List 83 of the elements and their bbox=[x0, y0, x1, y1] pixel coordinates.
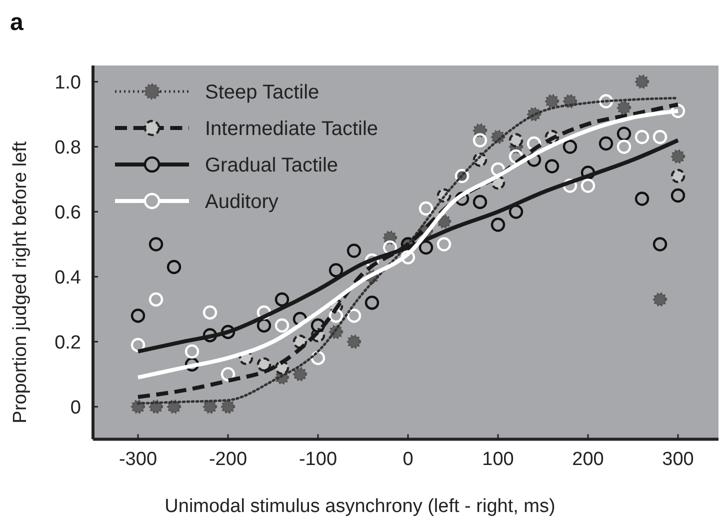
point bbox=[508, 149, 524, 164]
point bbox=[256, 357, 272, 372]
point bbox=[508, 204, 524, 219]
point bbox=[634, 130, 650, 144]
legend-label: Gradual Tactile bbox=[205, 154, 338, 176]
point bbox=[310, 350, 326, 366]
x-tick-label: -200 bbox=[208, 449, 248, 470]
x-tick-label: 200 bbox=[572, 449, 604, 470]
point bbox=[274, 292, 290, 307]
point bbox=[526, 152, 542, 167]
x-tick-label: 300 bbox=[662, 449, 694, 470]
point bbox=[598, 136, 614, 151]
point bbox=[652, 292, 668, 307]
y-tick-label: 1.0 bbox=[54, 72, 81, 94]
point bbox=[364, 253, 380, 268]
point bbox=[652, 130, 668, 144]
x-axis-title: Unimodal stimulus asynchrony (left - right, ms) bbox=[164, 496, 556, 517]
point bbox=[616, 100, 632, 115]
point bbox=[346, 308, 362, 323]
point bbox=[148, 237, 164, 252]
point bbox=[526, 136, 542, 151]
point bbox=[328, 263, 344, 278]
point bbox=[598, 94, 614, 108]
legend-label: Intermediate Tactile bbox=[205, 118, 378, 140]
point bbox=[634, 74, 650, 89]
point bbox=[490, 218, 506, 232]
x-tick-label: 100 bbox=[482, 449, 514, 470]
point bbox=[562, 140, 578, 154]
point bbox=[292, 367, 308, 382]
x-tick-label: -100 bbox=[298, 449, 338, 470]
point bbox=[562, 178, 578, 193]
y-tick-label: 0.2 bbox=[54, 332, 81, 354]
point bbox=[616, 140, 632, 154]
point bbox=[184, 357, 200, 372]
point bbox=[670, 104, 686, 118]
point bbox=[256, 318, 272, 333]
point bbox=[184, 344, 200, 359]
point bbox=[472, 133, 488, 148]
point bbox=[544, 159, 560, 174]
point bbox=[346, 244, 362, 258]
y-tick-label: 0.4 bbox=[54, 267, 82, 288]
y-axis-title: Proportion judged right before left bbox=[10, 140, 31, 424]
point bbox=[328, 308, 344, 323]
point bbox=[256, 305, 272, 320]
y-tick-label: 0.6 bbox=[54, 202, 81, 224]
legend-label: Steep Tactile bbox=[205, 82, 320, 104]
point bbox=[364, 296, 380, 310]
point bbox=[130, 308, 146, 323]
point bbox=[670, 168, 686, 184]
point bbox=[202, 328, 218, 342]
point bbox=[490, 162, 506, 177]
point bbox=[400, 250, 416, 264]
point bbox=[652, 237, 668, 252]
point bbox=[274, 318, 290, 333]
point bbox=[202, 305, 218, 320]
y-tick-label: 0.8 bbox=[54, 137, 81, 158]
point bbox=[220, 367, 236, 382]
point bbox=[220, 400, 236, 414]
point bbox=[508, 133, 524, 148]
y-tick-label: 0 bbox=[70, 397, 81, 418]
point bbox=[130, 338, 146, 352]
point bbox=[616, 126, 632, 141]
point bbox=[220, 324, 236, 340]
point bbox=[418, 240, 434, 255]
x-tick-label: 0 bbox=[402, 449, 414, 470]
point bbox=[166, 260, 182, 274]
point bbox=[454, 192, 470, 206]
point bbox=[670, 188, 686, 203]
point bbox=[310, 318, 326, 333]
point bbox=[346, 334, 362, 349]
chart-title: a bbox=[10, 9, 24, 36]
point bbox=[292, 334, 308, 349]
point bbox=[472, 194, 488, 210]
point bbox=[544, 94, 560, 108]
x-tick-label: -300 bbox=[118, 449, 158, 470]
point bbox=[436, 237, 452, 252]
point bbox=[580, 166, 596, 180]
point bbox=[418, 201, 434, 216]
point bbox=[634, 192, 650, 206]
point bbox=[580, 178, 596, 193]
point bbox=[148, 292, 164, 307]
legend-label: Auditory bbox=[205, 191, 278, 213]
point bbox=[670, 149, 686, 164]
